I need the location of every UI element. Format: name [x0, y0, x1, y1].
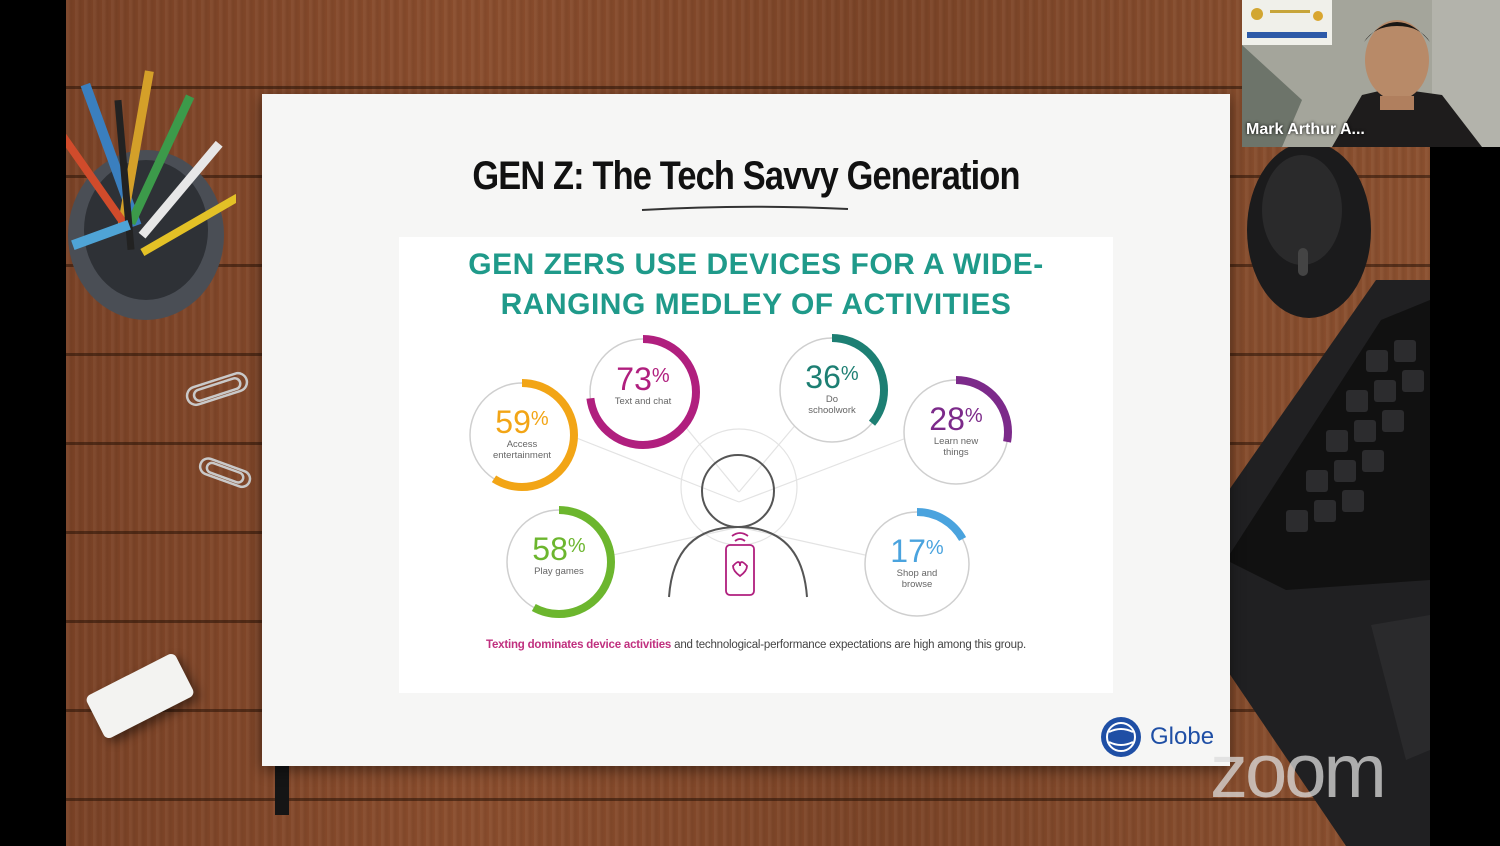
activity-ring-2: 73%Text and chat — [586, 335, 700, 449]
eraser-decoration — [84, 651, 196, 741]
paperclip-decoration — [185, 371, 249, 407]
infographic-footnote: Texting dominates device activities and … — [399, 639, 1113, 651]
infographic-heading: GEN ZERS USE DEVICES FOR A WIDE- RANGING… — [399, 245, 1113, 325]
laptop-decoration — [1166, 280, 1430, 846]
slide-paper: GEN Z: The Tech Savvy Generation GEN ZER… — [262, 94, 1230, 766]
paperclip-decoration — [198, 457, 252, 489]
title-underline-decoration — [641, 205, 849, 211]
zoom-watermark: zoom — [1210, 729, 1387, 814]
ring-progress-arc — [586, 335, 700, 449]
ring-progress-arc — [503, 506, 615, 618]
phone-heart-icon — [725, 532, 755, 596]
participant-name: Mark Arthur A... — [1246, 121, 1365, 138]
ring-label: Do — [826, 394, 838, 405]
ring-label: schoolwork — [808, 405, 856, 416]
pencil-cup-decoration — [66, 70, 236, 320]
ring-progress-arc — [900, 376, 1012, 488]
ring-progress-arc — [776, 334, 888, 446]
infographic-panel: GEN ZERS USE DEVICES FOR A WIDE- RANGING… — [399, 237, 1113, 693]
heading-line-1: GEN ZERS USE DEVICES FOR A WIDE- — [468, 248, 1044, 281]
participant-video-tile[interactable]: Mark Arthur A... — [1242, 0, 1500, 147]
globe-brand-text: Globe — [1150, 723, 1215, 750]
footnote-highlight: Texting dominates device activities — [485, 639, 672, 651]
participant-video-image — [1242, 0, 1500, 147]
person-icon — [668, 454, 808, 598]
globe-logo-icon — [1101, 717, 1141, 757]
ring-label: browse — [902, 579, 933, 590]
ring-label: Access — [507, 439, 538, 450]
ring-label: Shop and — [897, 568, 938, 579]
footnote-text: and technological-performance expectatio… — [671, 639, 1027, 651]
ring-label: entertainment — [493, 450, 551, 461]
ring-progress-arc — [861, 508, 973, 620]
ring-label: things — [943, 447, 969, 458]
ring-label: Play games — [534, 566, 584, 577]
slide-title: GEN Z: The Tech Savvy Generation — [472, 154, 1020, 198]
heading-line-2: RANGING MEDLEY OF ACTIVITIES — [500, 288, 1012, 321]
ring-progress-arc — [466, 379, 578, 491]
activity-ring-5: 58%Play games — [503, 506, 615, 618]
ring-label: Text and chat — [615, 396, 672, 407]
ring-label: Learn new — [934, 436, 979, 447]
computer-mouse-decoration — [1247, 142, 1371, 318]
